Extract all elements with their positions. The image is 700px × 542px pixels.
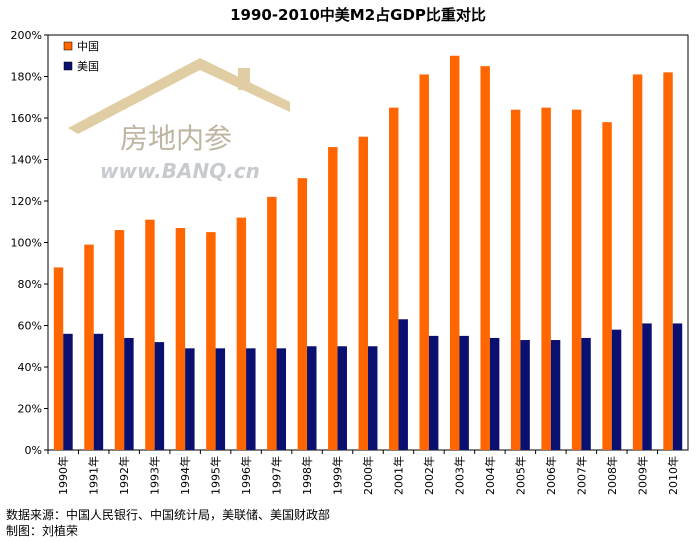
bar-china	[358, 136, 368, 451]
bar-usa	[550, 340, 561, 450]
chart-title: 1990-2010中美M2占GDP比重对比	[230, 6, 486, 24]
bar-china	[541, 107, 551, 450]
bar-usa	[489, 337, 500, 450]
x-tick-label: 1991年	[87, 456, 101, 495]
bar-china	[510, 109, 521, 450]
bar-china	[571, 109, 582, 450]
bar-usa	[154, 342, 165, 450]
bar-china	[480, 66, 490, 450]
x-tick-label: 2003年	[452, 456, 466, 495]
legend-label-china: 中国	[77, 40, 99, 53]
bar-usa	[581, 337, 591, 450]
y-tick-label: 120%	[11, 195, 42, 208]
x-tick-label: 1993年	[148, 456, 162, 495]
bar-usa	[520, 340, 530, 450]
y-tick-label: 200%	[11, 29, 42, 42]
bar-china	[328, 147, 338, 451]
legend-swatch-usa	[63, 61, 73, 71]
bars	[53, 55, 683, 451]
x-tick-label: 2008年	[605, 456, 619, 495]
y-tick-label: 40%	[18, 361, 42, 374]
bar-china	[663, 72, 673, 450]
house-chimney-icon	[238, 68, 250, 90]
x-tick-label: 1998年	[300, 456, 314, 495]
bar-china	[84, 244, 94, 450]
x-tick-label: 1997年	[270, 456, 284, 495]
y-tick-label: 0%	[25, 444, 42, 457]
axes: 0% 20% 40% 60% 80% 100% 120% 140% 160% 180% 200%	[11, 29, 689, 457]
bar-usa	[672, 323, 683, 450]
bar-china	[419, 74, 429, 451]
house-roof-icon	[68, 58, 290, 134]
bar-usa	[124, 337, 134, 450]
bar-usa	[428, 335, 439, 450]
x-tick-label: 1996年	[239, 456, 253, 495]
watermark-logo: 房地内参 www.BANQ.cn	[68, 58, 290, 183]
watermark-text-url: www.BANQ.cn	[100, 159, 260, 183]
x-tick-label: 2002年	[422, 456, 436, 495]
author-note: 制图：刘植荣	[6, 524, 79, 538]
x-axis-labels: 1990年 1991年 1992年 1993年 1994年 1995年 1996年 1997年…	[56, 456, 680, 495]
bar-china	[389, 107, 399, 450]
bar-china	[145, 219, 155, 450]
x-tick-label: 1994年	[178, 456, 192, 495]
bar-usa	[459, 335, 469, 450]
x-tick-label: 2007年	[574, 456, 588, 495]
bar-usa	[63, 333, 73, 450]
x-tick-label: 2001年	[391, 456, 405, 495]
y-tick-label: 140%	[11, 154, 42, 167]
x-tick-label: 1999年	[331, 456, 345, 495]
bar-usa	[337, 346, 347, 450]
bar-china	[602, 122, 612, 451]
bar-usa	[398, 319, 408, 450]
x-tick-label: 2005年	[513, 456, 527, 495]
bar-usa	[185, 348, 195, 450]
legend-label-usa: 美国	[77, 60, 99, 73]
y-tick-label: 100%	[11, 237, 42, 250]
x-tick-label: 1995年	[209, 456, 223, 495]
legend: 中国 美国	[63, 40, 99, 73]
y-tick-label: 160%	[11, 112, 42, 125]
source-note: 数据来源：中国人民银行、中国统计局，美联储、美国财政部	[6, 508, 331, 522]
bar-china	[206, 232, 216, 450]
y-tick-label: 60%	[18, 320, 42, 333]
bar-usa	[93, 333, 104, 450]
bar-china	[632, 74, 643, 451]
y-tick-label: 180%	[11, 71, 42, 84]
bar-china	[53, 267, 64, 450]
y-tick-label: 20%	[18, 403, 42, 416]
y-tick-label: 80%	[18, 278, 42, 291]
bar-china	[114, 230, 125, 450]
bar-usa	[215, 348, 226, 450]
bar-usa	[246, 348, 256, 450]
x-tick-label: 2004年	[483, 456, 497, 495]
bar-china	[175, 227, 186, 450]
bar-china	[236, 217, 247, 450]
x-tick-label: 2010年	[666, 456, 680, 495]
bar-china	[267, 196, 277, 450]
x-tick-label: 2006年	[544, 456, 558, 495]
bar-usa	[368, 346, 378, 450]
watermark-text-cn: 房地内参	[120, 122, 232, 155]
x-tick-label: 1992年	[117, 456, 131, 495]
x-tick-label: 1990年	[56, 456, 70, 495]
bar-usa	[642, 323, 652, 450]
bar-china	[449, 55, 460, 450]
x-tick-label: 2009年	[635, 456, 649, 495]
legend-swatch-china	[63, 41, 73, 51]
bar-usa	[276, 348, 287, 450]
bar-usa	[611, 329, 622, 450]
x-tick-label: 2000年	[361, 456, 375, 495]
bar-china	[297, 178, 308, 451]
bar-usa	[307, 346, 317, 450]
